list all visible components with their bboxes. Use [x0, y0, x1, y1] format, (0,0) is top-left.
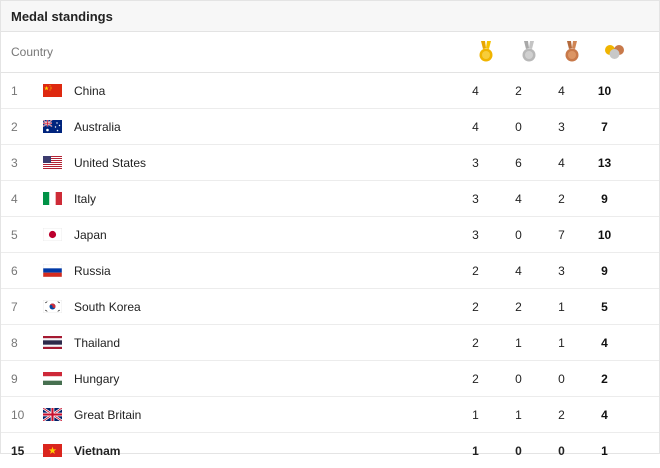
- total-count: 13: [597, 155, 612, 170]
- table-row[interactable]: 2 Australia 4 0 3 7: [1, 109, 659, 145]
- table-row[interactable]: 6 Russia 2 4 3 9: [1, 253, 659, 289]
- gold-count: 3: [472, 191, 479, 206]
- total-count: 4: [601, 335, 608, 350]
- bronze-count: 3: [558, 119, 565, 134]
- rank-cell: 9: [11, 371, 18, 386]
- total-count: 10: [597, 227, 612, 242]
- country-name: Vietnam: [74, 443, 121, 458]
- rank-cell: 6: [11, 263, 18, 278]
- thailand-flag-icon: [43, 336, 74, 349]
- total-count: 2: [601, 371, 608, 386]
- silver-medal-icon: [507, 41, 550, 63]
- gold-count: 4: [472, 119, 479, 134]
- gold-count: 3: [472, 227, 479, 242]
- rank-cell: 7: [11, 299, 18, 314]
- rank-cell: 5: [11, 227, 18, 242]
- uk-flag-icon: [43, 408, 74, 421]
- gold-count: 2: [472, 299, 479, 314]
- table-row[interactable]: 7 South Korea 2 2 1 5: [1, 289, 659, 325]
- country-name: Hungary: [74, 371, 120, 386]
- rank-cell: 15: [11, 443, 25, 458]
- country-name: Italy: [74, 191, 97, 206]
- standings-list: 1 China 4 2 4 10 2 Australia 4 0 3 7 3 United States 3…: [1, 73, 659, 468]
- rank-cell: 10: [11, 407, 25, 422]
- country-name: Great Britain: [74, 407, 142, 422]
- russia-flag-icon: [43, 264, 74, 277]
- korea-flag-icon: [43, 300, 74, 313]
- table-row[interactable]: 4 Italy 3 4 2 9: [1, 181, 659, 217]
- table-header: Country: [1, 32, 659, 73]
- total-count: 7: [601, 119, 608, 134]
- total-count: 1: [601, 443, 608, 458]
- table-row[interactable]: 9 Hungary 2 0 0 2: [1, 361, 659, 397]
- table-row[interactable]: 5 Japan 3 0 7 10: [1, 217, 659, 253]
- bronze-count: 7: [558, 227, 565, 242]
- silver-count: 0: [515, 227, 522, 242]
- vietnam-flag-icon: [43, 444, 74, 457]
- country-name: Thailand: [74, 335, 121, 350]
- country-column-header: Country: [11, 45, 54, 59]
- rank-cell: 2: [11, 119, 18, 134]
- country-name: United States: [74, 155, 147, 170]
- gold-count: 4: [472, 83, 479, 98]
- silver-count: 0: [515, 119, 522, 134]
- gold-count: 3: [472, 155, 479, 170]
- silver-count: 4: [515, 263, 522, 278]
- bronze-medal-icon: [550, 41, 593, 63]
- silver-count: 2: [515, 299, 522, 314]
- bronze-count: 4: [558, 155, 565, 170]
- total-count: 9: [601, 263, 608, 278]
- bronze-count: 2: [558, 191, 565, 206]
- gold-count: 2: [472, 263, 479, 278]
- bronze-count: 2: [558, 407, 565, 422]
- silver-count: 4: [515, 191, 522, 206]
- usa-flag-icon: [43, 156, 74, 169]
- italy-flag-icon: [43, 192, 74, 205]
- country-name: Australia: [74, 119, 121, 134]
- australia-flag-icon: [43, 120, 74, 133]
- rank-cell: 1: [11, 83, 18, 98]
- total-count: 4: [601, 407, 608, 422]
- total-medals-icon: [593, 43, 636, 61]
- silver-count: 0: [515, 443, 522, 458]
- gold-medal-icon: [464, 41, 507, 63]
- gold-count: 2: [472, 371, 479, 386]
- silver-count: 0: [515, 371, 522, 386]
- bronze-count: 0: [558, 443, 565, 458]
- table-row[interactable]: 8 Thailand 2 1 1 4: [1, 325, 659, 361]
- total-count: 5: [601, 299, 608, 314]
- japan-flag-icon: [43, 228, 74, 241]
- bronze-count: 1: [558, 335, 565, 350]
- rank-cell: 3: [11, 155, 18, 170]
- country-name: South Korea: [74, 299, 141, 314]
- table-row[interactable]: 10 Great Britain 1 1 2 4: [1, 397, 659, 433]
- gold-count: 1: [472, 443, 479, 458]
- country-name: Russia: [74, 263, 111, 278]
- silver-count: 6: [515, 155, 522, 170]
- gold-count: 1: [472, 407, 479, 422]
- rank-cell: 4: [11, 191, 18, 206]
- china-flag-icon: [43, 84, 74, 97]
- silver-count: 1: [515, 335, 522, 350]
- bronze-count: 4: [558, 83, 565, 98]
- card-title: Medal standings: [1, 1, 659, 32]
- table-row[interactable]: 15 Vietnam 1 0 0 1: [1, 433, 659, 468]
- bronze-count: 3: [558, 263, 565, 278]
- medal-standings-card: Medal standings Country: [0, 0, 660, 458]
- country-name: Japan: [74, 227, 107, 242]
- hungary-flag-icon: [43, 372, 74, 385]
- bronze-count: 1: [558, 299, 565, 314]
- total-count: 10: [597, 83, 612, 98]
- total-count: 9: [601, 191, 608, 206]
- gold-count: 2: [472, 335, 479, 350]
- silver-count: 1: [515, 407, 522, 422]
- silver-count: 2: [515, 83, 522, 98]
- country-name: China: [74, 83, 106, 98]
- bronze-count: 0: [558, 371, 565, 386]
- rank-cell: 8: [11, 335, 18, 350]
- table-row[interactable]: 3 United States 3 6 4 13: [1, 145, 659, 181]
- table-row[interactable]: 1 China 4 2 4 10: [1, 73, 659, 109]
